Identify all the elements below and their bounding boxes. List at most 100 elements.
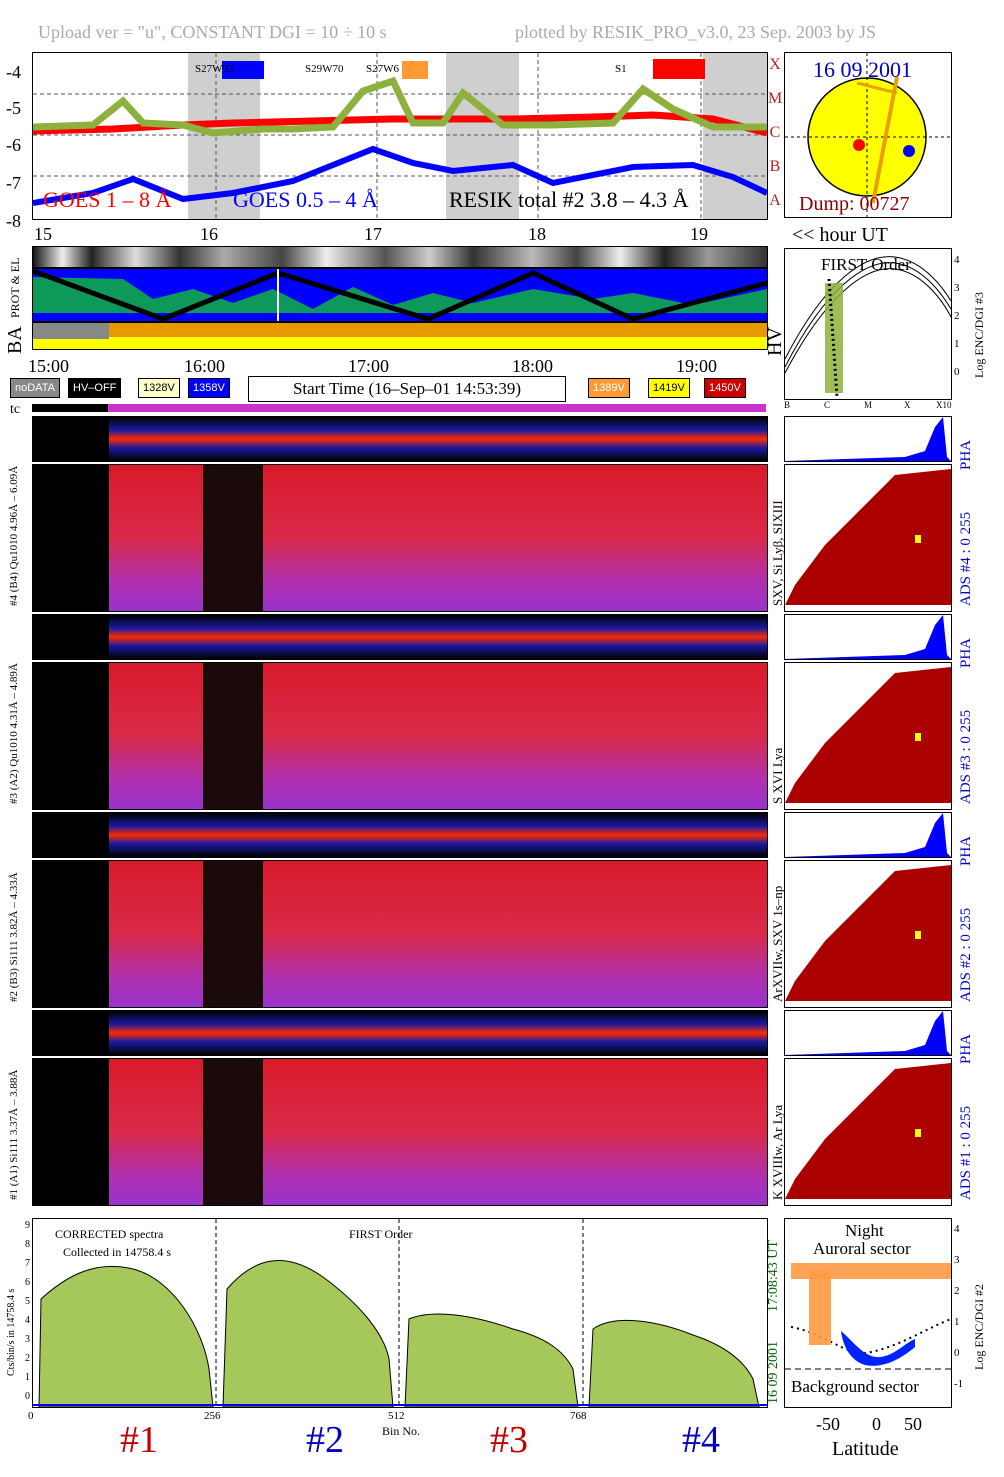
sun-date: 16 09 2001 [813,57,912,82]
ba-label: BA [4,326,26,354]
xtick: C [824,400,831,410]
goes-classes: X M C B A [768,48,782,218]
sun-dump: Dump: 00727 [799,193,910,215]
goes-chart [33,53,767,219]
flare-tag-2: S29W70 [305,63,344,75]
xtick: 256 [204,1410,221,1422]
goes-ytick: -4 [6,62,21,82]
pha-label-2: PHA [958,835,974,866]
tag-1419v: 1419V [648,378,690,398]
xtick: 0 [28,1410,34,1422]
sun-disk [785,53,951,217]
pha-label-3: PHA [958,637,974,668]
prot-el-label: PROT & EL [8,257,22,318]
ads-image-3 [32,662,768,810]
ytick: 3 [954,282,960,294]
ytick: 1 [954,1316,960,1328]
spectrum-yticks: 9 8 7 6 5 4 3 2 1 0 [18,1216,30,1406]
spectrum-title-left: CORRECTED spectra [55,1227,164,1241]
class-b: B [769,158,781,175]
xtick: X [904,400,911,410]
channel-lines-4: SXV, Si Lyβ, SIXIII [770,500,785,606]
ads-hist-4 [784,464,952,612]
spectrum-ylabel: Cts/bin/s in 14758.4 s [6,1288,17,1376]
el-strip [32,246,768,268]
time-tick: 15:00 [28,356,70,376]
xtick: 512 [388,1410,405,1422]
ads-hist-3 [784,662,952,810]
channel-label-1: #1 (A1) Si111 3.37Å – 3.88Å [8,1069,20,1200]
ads-hist-2 [784,860,952,1008]
spectrum-tag-2: #2 [306,1419,344,1461]
hour-tick: 18 [528,224,546,244]
spectrum-tag-4: #4 [682,1419,720,1461]
start-time: Start Time (16–Sep–01 14:53:39) [248,376,566,402]
ytick: -1 [954,1378,964,1390]
ytick: 6 [25,1277,30,1288]
goes-ytick: -7 [6,173,21,193]
legend-resik: RESIK total #2 3.8 – 4.3 Å [449,187,689,212]
xtick: M [864,400,873,410]
ads-image-4 [32,464,768,612]
pha-hist-4 [784,416,952,462]
ytick: 1 [954,338,960,350]
class-c: C [769,124,781,141]
channel-lines-1: K XVIIIw, Ar Lya [770,1104,785,1200]
hv-bar [32,322,768,350]
pha-strip-2 [32,812,768,858]
spectrum-side-date: 16 09 2001 [766,1341,781,1404]
ytick: 0 [25,1391,30,1402]
legend-goes-long: GOES 1 – 8 Å [43,187,172,212]
ytick: 1 [25,1372,30,1383]
pha-hist-1 [784,1010,952,1056]
ytick: 3 [954,1254,960,1266]
spectrum-title-mid: FIRST Order [349,1227,413,1241]
spectrum-tag-3: #3 [490,1419,528,1461]
flare-tag-4: S1 [615,63,627,75]
spectrum-tag-1: #1 [120,1419,158,1461]
tag-hv-off: HV–OFF [68,378,122,398]
ytick: 2 [954,310,960,322]
xtick: B [784,400,791,410]
prot-chart [33,269,767,321]
class-a: A [769,192,781,209]
ytick: 0 [954,366,960,378]
goes-ytick: -8 [6,211,21,231]
tag-1328v: 1328V [138,378,180,398]
time-axis-top: 15 16 17 18 19 [34,224,774,246]
class-m: M [768,90,783,107]
time-tick: 19:00 [676,356,718,376]
hour-unit: << hour UT [792,224,888,246]
ads-label-2: ADS #2 : 0 255 [958,907,974,1002]
latitude-bottom-label: Background sector [791,1377,919,1396]
tc-strip [32,404,766,412]
ytick: 2 [25,1353,30,1364]
ads-label-3: ADS #3 : 0 255 [958,709,974,804]
pha-hist-3 [784,614,952,660]
ads-image-1 [32,1058,768,1206]
pha-hist-2 [784,812,952,858]
pha-strip-3 [32,614,768,660]
ytick: 9 [25,1220,30,1231]
header-right: plotted by RESIK_PRO_v3.0, 23 Sep. 2003 … [515,22,877,42]
header-left: Upload ver = "u", CONSTANT DGI = 10 ÷ 10… [38,22,387,42]
hour-tick: 16 [200,224,218,244]
latitude-chart [785,1263,952,1370]
ytick: 8 [25,1239,30,1250]
goes-yticks: -4 -5 -6 -7 -8 [6,52,21,231]
tag-1358v: 1358V [188,378,230,398]
ytick: 5 [25,1296,30,1307]
tag-nodata: noDATA [10,378,60,398]
prot-panel [32,268,768,322]
tc-label: tc [10,402,21,417]
hour-tick: 17 [364,224,382,244]
channel-label-3: #3 (A2) Qu1010 4.31Å – 4.89Å [8,663,20,804]
goes-panel: S27W03 S29W70 S27W6 S1 GOES 1 – 8 Å GOES… [32,52,768,220]
time-tick: 16:00 [184,356,226,376]
tag-1389v: 1389V [588,378,630,398]
first-order-ylabel: Log ENC/DGI #3 [972,292,986,378]
first-order-yticks: 4 3 2 1 0 [954,246,960,386]
ytick: 2 [954,1285,960,1297]
time-tick: 18:00 [512,356,554,376]
channel-lines-2: ArXVIIw, SXV 1s–np [770,885,785,1002]
